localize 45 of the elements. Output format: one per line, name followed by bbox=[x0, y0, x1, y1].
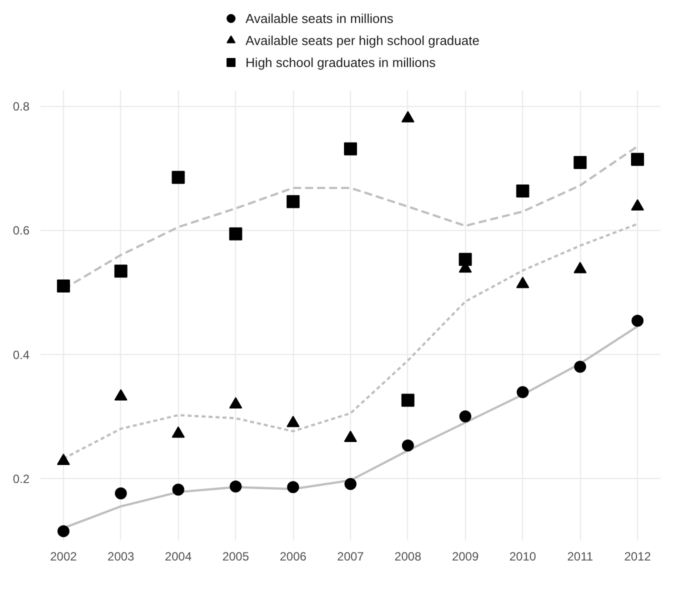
point bbox=[632, 314, 644, 327]
x-tick-label: 2007 bbox=[337, 550, 364, 564]
point bbox=[574, 156, 587, 169]
point bbox=[574, 360, 586, 373]
y-tick-label: 0.2 bbox=[12, 472, 30, 486]
point bbox=[344, 478, 356, 490]
legend-label: Available seats per high school graduate bbox=[246, 32, 480, 48]
point bbox=[631, 152, 644, 166]
point bbox=[56, 280, 70, 293]
legend-label: High school graduates in millions bbox=[246, 54, 436, 70]
x-tick-label: 2011 bbox=[567, 550, 594, 564]
x-tick-label: 2009 bbox=[452, 550, 479, 564]
point bbox=[286, 195, 300, 208]
x-tick-label: 2012 bbox=[624, 550, 652, 564]
x-tick-label: 2003 bbox=[108, 550, 135, 564]
point bbox=[631, 199, 644, 211]
x-tick-label: 2010 bbox=[509, 550, 536, 564]
point bbox=[458, 252, 472, 266]
point bbox=[516, 184, 530, 198]
point bbox=[287, 481, 300, 494]
point bbox=[230, 480, 242, 492]
x-tick-label: 2004 bbox=[164, 550, 192, 564]
point bbox=[402, 440, 414, 452]
point bbox=[114, 487, 127, 500]
x-tick-label: 2008 bbox=[394, 550, 422, 564]
point bbox=[574, 262, 587, 274]
point bbox=[401, 111, 414, 122]
point bbox=[401, 394, 414, 407]
point bbox=[229, 227, 242, 240]
x-tick-label: 2006 bbox=[280, 550, 307, 564]
point bbox=[57, 525, 70, 538]
legend-label: Available seats in millions bbox=[246, 10, 394, 26]
x-tick-label: 2005 bbox=[222, 550, 250, 564]
point bbox=[114, 264, 128, 278]
y-tick-label: 0.8 bbox=[12, 100, 30, 114]
y-tick-label: 0.4 bbox=[12, 348, 30, 362]
y-tick-label: 0.6 bbox=[12, 224, 30, 238]
x-tick-label: 2002 bbox=[50, 550, 78, 564]
point bbox=[172, 484, 184, 496]
point bbox=[344, 142, 357, 156]
point bbox=[516, 386, 529, 398]
point bbox=[459, 410, 472, 422]
point bbox=[229, 397, 242, 409]
point bbox=[516, 276, 530, 288]
point bbox=[172, 170, 185, 184]
